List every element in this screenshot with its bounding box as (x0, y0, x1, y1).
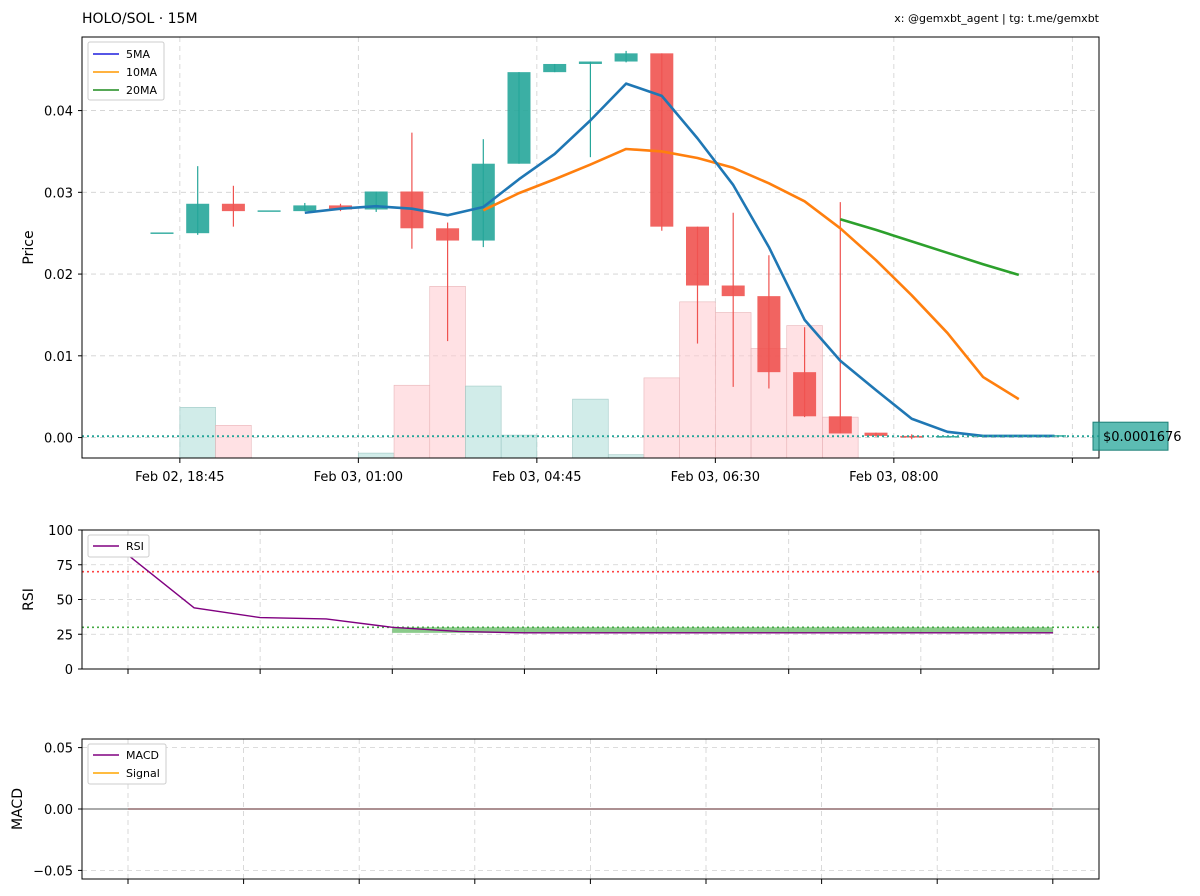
price-ytick-label: 0.00 (44, 432, 73, 447)
rsi-oversold-fill (392, 627, 1053, 633)
volume-bar (393, 384, 431, 459)
rsi-line (127, 554, 1053, 634)
ma10-line (482, 147, 1020, 401)
price-legend-label: 10MA (126, 66, 157, 79)
volume-bar (179, 407, 216, 459)
price-ytick-label: 0.01 (44, 350, 73, 365)
price-xtick-label: Feb 03, 06:30 (671, 470, 760, 485)
credit-text: x: @gemxbt_agent | tg: t.me/gemxbt (894, 12, 1099, 25)
price-ylabel: Price (21, 230, 37, 264)
candle-body (864, 432, 888, 436)
macd-legend-label: MACD (126, 749, 159, 762)
price-panel: 0.00 0.01 0.02 0.03 0.04 Feb 02, 18:45 Feb 03,… (21, 36, 1182, 485)
price-xtick-label: Feb 03, 01:00 (314, 470, 403, 485)
candle-body (686, 226, 709, 286)
last-price-tag-box (1092, 421, 1169, 451)
price-legend-box (87, 41, 165, 101)
volume-bar (643, 377, 680, 459)
candle-body (757, 296, 781, 373)
volume-bar (215, 425, 252, 459)
price-legend: 5MA 10MA 20MA (87, 41, 165, 101)
price-xtick-label: Feb 03, 08:00 (849, 470, 938, 485)
macd-ylabel: MACD (10, 788, 26, 830)
volume-bar (572, 398, 609, 459)
candle-body (221, 203, 245, 212)
candle-body (507, 72, 531, 164)
ma5-line (304, 82, 1055, 438)
price-xtick-label: Feb 02, 18:45 (135, 470, 224, 485)
rsi-ytick-label: 25 (56, 628, 73, 643)
last-price-tag: $0.0001676 (1092, 421, 1182, 451)
candle-body (471, 163, 495, 241)
signal-legend-label: Signal (126, 767, 160, 780)
rsi-ytick-label: 100 (48, 524, 73, 539)
rsi-ytick-label: 75 (56, 559, 73, 574)
macd-legend-box (87, 743, 167, 785)
last-price-tag-label: $0.0001676 (1103, 430, 1182, 445)
candle-body (436, 228, 460, 241)
candle-body (293, 205, 317, 212)
candle-body (150, 232, 174, 234)
candle-body (186, 203, 210, 234)
candle-body (721, 285, 745, 297)
ma20-line (839, 218, 1020, 277)
candle-body (650, 53, 674, 227)
rsi-ytick-label: 50 (56, 594, 73, 609)
price-legend-label: 20MA (126, 84, 157, 97)
macd-ytick-label: 0.05 (44, 742, 73, 757)
price-legend-label: 5MA (126, 48, 150, 61)
candle-body (828, 416, 852, 434)
rsi-legend: RSI (87, 534, 150, 558)
chart-title: HOLO/SOL · 15M (82, 11, 198, 27)
price-frame (81, 36, 1100, 459)
candle-body (543, 63, 567, 73)
volume-bar (358, 452, 395, 459)
candle-body (793, 372, 817, 417)
candle-body (578, 61, 602, 64)
macd-legend: MACD Signal (87, 743, 167, 785)
volume-bar (500, 434, 538, 459)
macd-panel: −0.05 0.00 0.05 MACD MACD Signal (10, 738, 1100, 884)
rsi-legend-label: RSI (126, 540, 144, 553)
rsi-ytick-label: 0 (65, 663, 73, 678)
price-ytick-label: 0.02 (44, 268, 73, 283)
candle-body (614, 53, 638, 62)
price-ytick-label: 0.03 (44, 186, 73, 201)
price-ytick-label: 0.04 (44, 105, 73, 120)
candle-body (364, 191, 388, 210)
macd-ytick-label: −0.05 (33, 864, 73, 879)
candle-body (257, 210, 281, 212)
rsi-panel: 0 25 50 75 100 RSI RSI (21, 524, 1100, 678)
price-xtick-label: Feb 03, 04:45 (492, 470, 581, 485)
volume-bar (465, 385, 502, 459)
candle-body (900, 435, 924, 438)
rsi-ylabel: RSI (21, 588, 37, 611)
macd-ytick-label: 0.00 (44, 803, 73, 818)
